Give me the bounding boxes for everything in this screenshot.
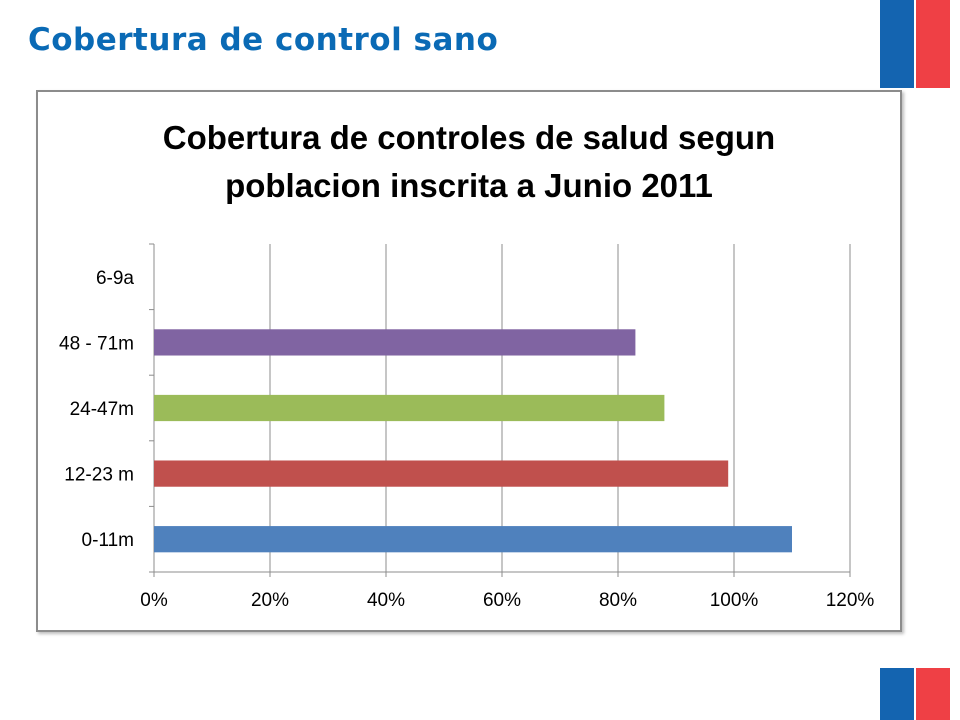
x-tick-label: 80% bbox=[599, 590, 637, 611]
y-tick-label: 0-11m bbox=[82, 530, 134, 551]
chart-title: Cobertura de controles de salud segun po… bbox=[38, 114, 900, 210]
x-tick-label: 120% bbox=[826, 590, 875, 611]
bar-12-23m bbox=[154, 460, 729, 487]
page-title: Cobertura de control sano bbox=[28, 22, 499, 58]
bar-0-11m bbox=[154, 526, 792, 553]
bar-48-71m bbox=[154, 329, 636, 356]
x-tick-label: 100% bbox=[710, 590, 759, 611]
bar-chart: 0-11m 12-23 m 24-47m 48 - 71m 6-9a 0% 20% 40% 60… bbox=[59, 243, 875, 611]
x-tick-label: 60% bbox=[483, 590, 521, 611]
chart-title-line-1: Cobertura de controles de salud segun bbox=[162, 119, 776, 156]
flag-logo-bottom bbox=[880, 668, 950, 720]
y-tick-label: 48 - 71m bbox=[59, 333, 134, 354]
x-tick-label: 40% bbox=[367, 590, 405, 611]
x-tick-label: 0% bbox=[140, 590, 168, 611]
x-tick-label: 20% bbox=[251, 590, 289, 611]
y-tick-label: 12-23 m bbox=[64, 465, 134, 486]
y-tick-label: 6-9a bbox=[96, 268, 134, 289]
chart-title-line-2: poblacion inscrita a Junio 2011 bbox=[225, 167, 713, 204]
bar-24-47m bbox=[154, 394, 665, 422]
flag-logo bbox=[880, 0, 950, 88]
chart-container: Cobertura de controles de salud segun po… bbox=[36, 90, 902, 632]
y-tick-label: 24-47m bbox=[70, 399, 134, 420]
